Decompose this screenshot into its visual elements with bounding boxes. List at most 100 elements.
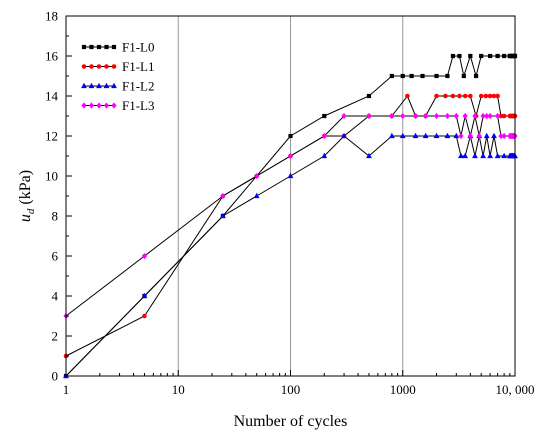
x-tick-label: 100	[281, 382, 301, 397]
data-point	[433, 112, 440, 120]
y-axis-title-subscript: d	[25, 208, 37, 214]
legend-item: F1-L3	[81, 98, 155, 113]
data-point	[473, 73, 479, 79]
data-point	[462, 112, 468, 120]
x-axis-title: Number of cycles	[234, 413, 348, 430]
legend: F1-L0 F1-L1 F1-L2 F1-L3	[81, 40, 155, 113]
y-tick-label: 18	[45, 9, 58, 24]
legend-marker	[103, 102, 110, 109]
legend-marker	[96, 64, 102, 69]
y-tick-label: 12	[45, 129, 58, 144]
data-point	[409, 73, 414, 79]
data-point	[495, 112, 501, 120]
y-tick-label: 2	[52, 329, 59, 344]
data-point	[450, 53, 456, 59]
data-point	[321, 152, 328, 159]
data-point	[412, 132, 419, 139]
data-point	[450, 93, 456, 99]
x-tick-label: 10	[172, 382, 185, 397]
data-point	[141, 252, 148, 260]
data-point	[487, 93, 493, 99]
legend-marker	[104, 64, 109, 69]
data-point	[389, 73, 394, 79]
data-point	[388, 132, 395, 139]
data-point	[220, 192, 226, 200]
legend-item: F1-L1	[81, 59, 155, 74]
y-tick-label: 6	[52, 249, 59, 264]
series-line	[65, 115, 515, 317]
x-tick-label: 10, 000	[496, 382, 535, 397]
data-point	[434, 73, 439, 79]
data-point	[253, 192, 260, 199]
data-point	[443, 93, 448, 99]
data-point	[472, 112, 478, 120]
data-point	[453, 112, 459, 120]
data-point	[487, 112, 493, 120]
data-point	[433, 132, 440, 139]
legend-marker	[81, 64, 87, 69]
y-tick-label: 4	[52, 289, 59, 304]
legend-marker	[104, 44, 109, 50]
data-point	[458, 152, 464, 159]
data-point	[141, 292, 148, 299]
data-point	[422, 132, 429, 139]
legend-marker	[89, 64, 94, 69]
data-point	[491, 132, 497, 139]
data-point	[287, 172, 294, 179]
legend-marker	[96, 44, 102, 50]
data-point	[487, 53, 493, 59]
legend-marker	[96, 102, 102, 109]
data-point	[480, 152, 487, 159]
data-point	[457, 93, 462, 99]
data-point	[501, 113, 507, 119]
series-line	[65, 135, 515, 377]
data-point	[502, 53, 507, 59]
data-point	[420, 73, 425, 79]
data-point	[405, 93, 410, 99]
data-point	[501, 152, 508, 159]
data-point	[476, 132, 482, 140]
y-axis-title-unit: (kPa)	[17, 170, 34, 209]
legend-label: F1-L3	[122, 98, 155, 113]
y-tick-label: 16	[45, 49, 59, 64]
data-point	[495, 93, 500, 99]
legend-item: F1-L2	[81, 79, 155, 94]
data-point	[288, 133, 293, 139]
y-tick-label: 8	[52, 209, 59, 224]
data-point	[453, 132, 460, 139]
data-point	[445, 73, 450, 79]
data-point	[461, 73, 466, 79]
data-point	[494, 152, 501, 159]
x-tick-label: 1	[63, 382, 70, 397]
legend-item: F1-L0	[81, 40, 155, 55]
legend-marker	[96, 82, 102, 89]
data-point	[484, 112, 490, 120]
data-point	[483, 93, 489, 99]
data-point	[366, 112, 372, 120]
data-point	[478, 93, 484, 99]
data-point	[341, 132, 347, 139]
data-point	[462, 152, 469, 159]
data-point	[480, 112, 486, 120]
axes: 1 10 100 1000 10, 000 0 2 4 6 8 10 12 14 16 18	[45, 9, 535, 398]
series-layer	[63, 53, 518, 379]
y-axis-title: ud (kPa)	[17, 170, 37, 222]
legend-label: F1-L2	[122, 79, 155, 94]
data-point	[467, 132, 473, 140]
data-point	[400, 112, 406, 120]
y-tick-label: 0	[52, 369, 59, 384]
legend-marker	[81, 82, 87, 89]
data-point	[468, 93, 473, 99]
legend-marker	[111, 82, 117, 89]
data-point	[444, 132, 451, 139]
data-point	[495, 53, 500, 59]
data-point	[322, 113, 327, 119]
data-point	[457, 53, 462, 59]
data-point	[468, 53, 473, 59]
legend-marker	[89, 44, 94, 50]
grid-lines	[177, 16, 404, 376]
legend-marker	[88, 102, 95, 109]
data-point	[321, 132, 327, 140]
